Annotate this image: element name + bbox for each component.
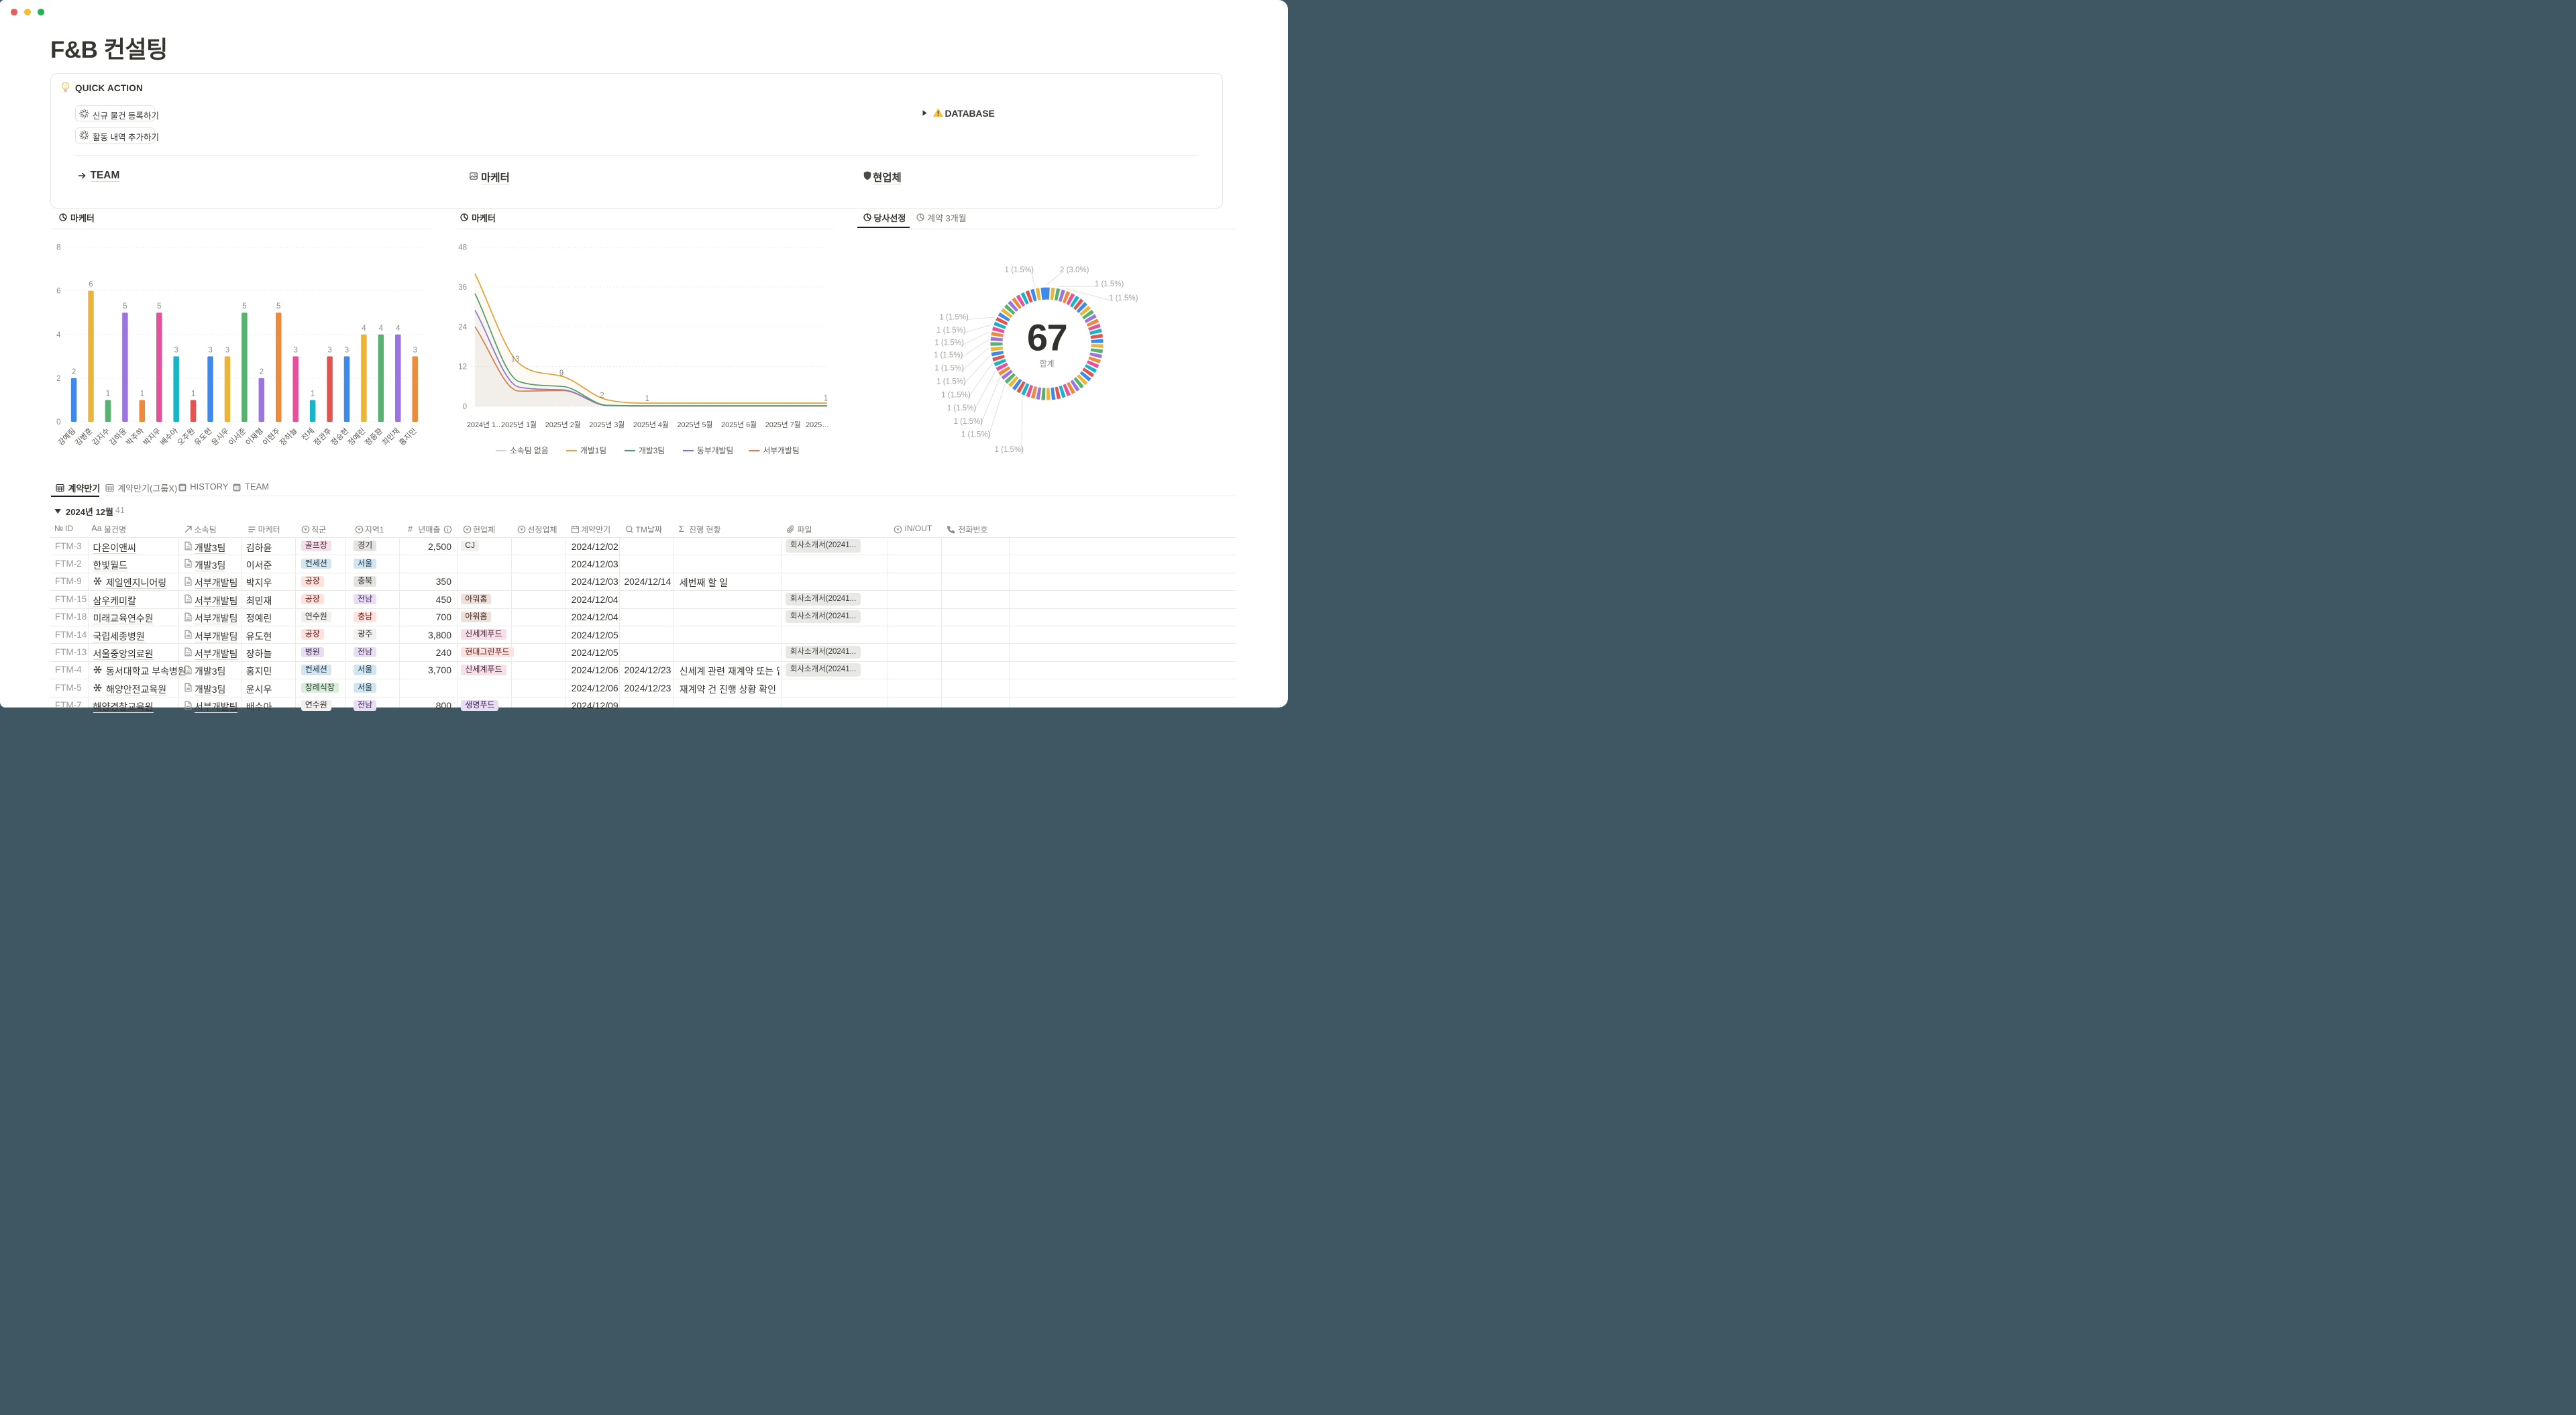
svg-text:6: 6 (89, 281, 93, 289)
svg-text:강예림: 강예림 (56, 427, 76, 447)
svg-text:9: 9 (559, 370, 564, 378)
svg-text:1 (1.5%): 1 (1.5%) (947, 404, 977, 412)
svg-text:5: 5 (242, 302, 246, 310)
svg-text:이서준: 이서준 (227, 427, 248, 447)
svg-text:1 (1.5%): 1 (1.5%) (1095, 280, 1124, 288)
svg-text:2: 2 (600, 392, 604, 400)
svg-text:홍지민: 홍지민 (396, 426, 418, 447)
svg-text:1 (1.5%): 1 (1.5%) (961, 431, 991, 439)
svg-text:6: 6 (56, 288, 60, 296)
svg-text:이재형: 이재형 (244, 427, 264, 447)
svg-text:1: 1 (645, 395, 649, 403)
svg-text:0: 0 (56, 418, 60, 427)
svg-text:1: 1 (105, 390, 109, 398)
svg-text:2025년 6월: 2025년 6월 (721, 420, 757, 429)
svg-text:1: 1 (191, 390, 195, 398)
svg-text:1: 1 (140, 390, 144, 398)
svg-text:8: 8 (56, 244, 60, 252)
svg-text:3: 3 (327, 346, 331, 354)
svg-text:2 (3.0%): 2 (3.0%) (1060, 266, 1089, 274)
svg-text:장하늘: 장하늘 (277, 426, 299, 447)
svg-text:2: 2 (56, 375, 60, 383)
svg-text:1 (1.5%): 1 (1.5%) (934, 351, 963, 359)
svg-text:1 (1.5%): 1 (1.5%) (1109, 294, 1138, 302)
svg-text:5: 5 (276, 302, 280, 310)
svg-text:정예린: 정예린 (346, 427, 367, 447)
svg-text:0: 0 (463, 403, 467, 411)
svg-text:정종환: 정종환 (363, 427, 384, 447)
svg-text:개발3팀: 개발3팀 (639, 446, 665, 455)
svg-text:2024년 1…: 2024년 1… (467, 420, 503, 429)
svg-text:박주하: 박주하 (123, 426, 145, 447)
svg-text:36: 36 (458, 284, 467, 292)
svg-text:정관후: 정관후 (312, 427, 333, 447)
svg-text:이현주: 이현주 (261, 427, 282, 447)
svg-text:정승현: 정승현 (329, 427, 350, 447)
svg-text:3: 3 (344, 346, 348, 354)
svg-text:3: 3 (413, 346, 417, 354)
svg-text:2025년 4월: 2025년 4월 (633, 420, 669, 429)
svg-text:동부개발팀: 동부개발팀 (697, 446, 733, 455)
svg-text:1 (1.5%): 1 (1.5%) (934, 365, 964, 373)
svg-text:4: 4 (362, 325, 366, 333)
svg-text:2025년 1월: 2025년 1월 (501, 420, 537, 429)
svg-text:1: 1 (310, 390, 314, 398)
svg-text:2025년 5월: 2025년 5월 (678, 420, 713, 429)
svg-text:윤시우: 윤시우 (209, 427, 230, 447)
svg-text:2025…: 2025… (806, 421, 829, 429)
svg-text:합계: 합계 (1039, 359, 1054, 369)
svg-text:1 (1.5%): 1 (1.5%) (936, 378, 966, 386)
svg-text:김하윤: 김하윤 (107, 426, 128, 447)
svg-text:개발1팀: 개발1팀 (580, 446, 606, 455)
svg-text:4: 4 (56, 331, 61, 339)
svg-text:13: 13 (511, 355, 520, 363)
svg-text:2025년 3월: 2025년 3월 (589, 420, 625, 429)
svg-text:4: 4 (378, 325, 383, 333)
svg-text:김지수: 김지수 (90, 427, 111, 447)
svg-text:1 (1.5%): 1 (1.5%) (954, 418, 983, 426)
svg-text:1 (1.5%): 1 (1.5%) (934, 339, 964, 347)
svg-text:김병훈: 김병훈 (73, 427, 94, 447)
svg-text:12: 12 (458, 363, 467, 372)
svg-text:1 (1.5%): 1 (1.5%) (995, 446, 1024, 454)
svg-text:2025년 2월: 2025년 2월 (545, 420, 581, 429)
svg-text:소속팀 없음: 소속팀 없음 (510, 446, 549, 455)
svg-text:2: 2 (259, 368, 263, 376)
svg-text:67: 67 (1027, 317, 1067, 359)
svg-text:유도현: 유도현 (193, 427, 213, 447)
svg-text:1 (1.5%): 1 (1.5%) (939, 313, 969, 321)
svg-text:3: 3 (293, 346, 297, 354)
svg-text:서부개발팀: 서부개발팀 (763, 446, 800, 455)
svg-text:3: 3 (174, 346, 178, 354)
svg-text:5: 5 (157, 302, 161, 310)
svg-text:1 (1.5%): 1 (1.5%) (941, 391, 971, 399)
svg-text:2025년 7월: 2025년 7월 (765, 420, 801, 429)
svg-text:3: 3 (225, 346, 229, 354)
svg-text:3: 3 (208, 346, 212, 354)
svg-text:4: 4 (396, 325, 400, 333)
svg-text:최민재: 최민재 (380, 427, 401, 447)
svg-text:배수아: 배수아 (158, 427, 180, 448)
svg-text:24: 24 (458, 323, 467, 331)
svg-text:48: 48 (458, 244, 467, 252)
svg-text:박지우: 박지우 (142, 427, 162, 447)
svg-text:5: 5 (123, 302, 127, 310)
svg-text:1: 1 (824, 395, 828, 403)
svg-text:1 (1.5%): 1 (1.5%) (936, 327, 966, 335)
svg-text:오주원: 오주원 (175, 426, 197, 447)
svg-text:1 (1.5%): 1 (1.5%) (1005, 266, 1034, 274)
svg-text:2: 2 (71, 368, 75, 376)
